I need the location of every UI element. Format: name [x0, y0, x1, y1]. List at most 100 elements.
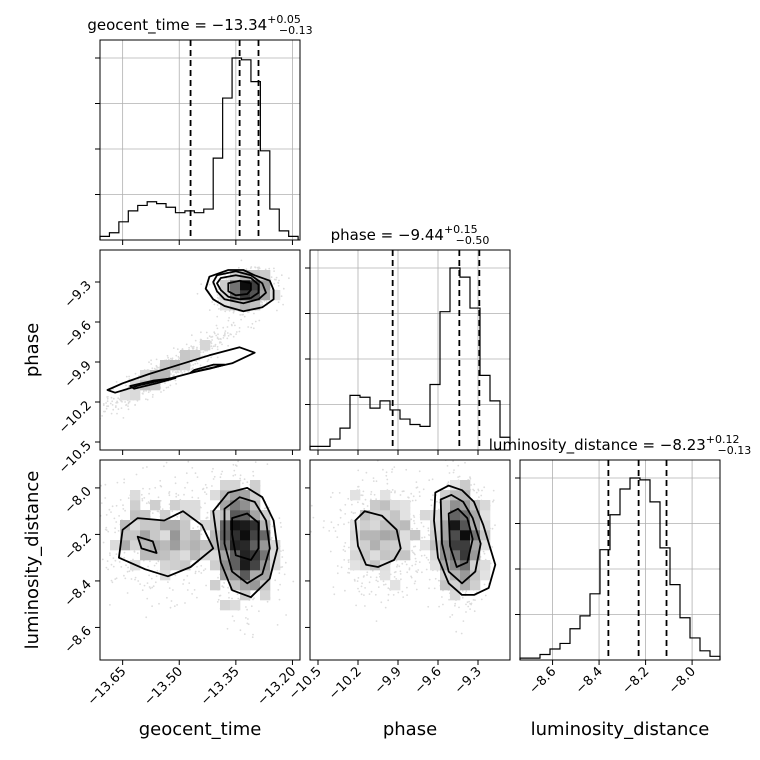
density-cell-2-7-10 [380, 550, 391, 561]
density-cell-2-16-12 [470, 530, 481, 541]
left-tick-label-phase-3: −9.6 [62, 318, 95, 351]
left-tick-label-luminosity_distance-2: −8.2 [62, 531, 95, 564]
density-cell-2-7-11 [380, 540, 391, 551]
density-cell-0-10-10 [200, 340, 211, 351]
density-cell-2-6-11 [370, 540, 381, 551]
density-cell-2-4-16 [350, 490, 361, 501]
density-cell-2-7-8 [380, 570, 391, 581]
hist-panel-phase: phase = −9.44+0.15 −0.50 [305, 223, 511, 455]
density-cell-2-6-10 [370, 550, 381, 561]
density-cell-1-3-11 [130, 540, 141, 551]
contour-2-0 [354, 510, 402, 568]
contour-1-0 [118, 510, 215, 578]
density-cell-0-2-5 [120, 390, 131, 401]
left-tick-label-phase-0: −10.5 [56, 438, 95, 477]
density-cell-1-1-11 [110, 540, 121, 551]
density-cell-1-14-10 [240, 550, 251, 561]
density-cell-2-8-15 [390, 500, 401, 511]
density-cell-0-12-16 [220, 280, 231, 291]
x-axis-label-phase: phase [383, 719, 437, 740]
density-cell-1-6-13 [160, 520, 171, 531]
density-cell-1-5-15 [150, 500, 161, 511]
density-cell-0-6-8 [160, 360, 171, 371]
density-cell-0-16-15 [260, 290, 271, 301]
density-cell-1-11-16 [210, 490, 221, 501]
density-cell-1-5-10 [150, 550, 161, 561]
left-tick-label-phase-1: −10.2 [56, 398, 95, 437]
density-cell-2-6-14 [370, 510, 381, 521]
hist-panel-luminosity_distance: luminosity_distance = −8.23+0.12 −0.13 [489, 433, 751, 665]
density-cell-2-15-12 [460, 530, 471, 541]
density-cell-1-3-12 [130, 530, 141, 541]
density-cell-2-13-7 [440, 580, 451, 591]
density-cell-2-6-15 [370, 500, 381, 511]
density-cell-1-14-14 [240, 510, 251, 521]
density-cell-1-11-9 [210, 560, 221, 571]
bottom-tick-label-luminosity_distance-0: −8.6 [526, 664, 559, 697]
left-tick-label-luminosity_distance-1: −8.4 [62, 577, 95, 610]
hist-title-minus-phase: −0.50 [456, 234, 490, 247]
density-cell-0-15-14 [250, 300, 261, 311]
density-cell-1-15-14 [250, 510, 261, 521]
density-cell-1-16-7 [260, 580, 271, 591]
density-cell-2-8-14 [390, 510, 401, 521]
density-cell-2-5-9 [360, 560, 371, 571]
density-cell-1-16-14 [260, 510, 271, 521]
density-cell-2-10-12 [410, 530, 421, 541]
density-cell-1-13-9 [230, 560, 241, 571]
density-cell-2-9-14 [400, 510, 411, 521]
density-cell-0-5-7 [150, 370, 161, 381]
density-cell-1-16-13 [260, 520, 271, 531]
density-cell-1-14-8 [240, 570, 251, 581]
density-cell-2-5-10 [360, 550, 371, 561]
density-cell-2-17-8 [480, 570, 491, 581]
density-cell-2-4-10 [350, 550, 361, 561]
density-cell-2-17-9 [480, 560, 491, 571]
density-cell-1-11-12 [210, 530, 221, 541]
hist-title-geocent_time: geocent_time = −13.34+0.05 −0.13 [87, 13, 312, 37]
density-cell-2-6-13 [370, 520, 381, 531]
density-cell-1-7-15 [170, 500, 181, 511]
bottom-tick-label-luminosity_distance-3: −8.0 [666, 664, 699, 697]
density-cell-1-15-9 [250, 560, 261, 571]
density-cell-2-14-17 [450, 480, 461, 491]
density-cell-1-12-17 [220, 480, 231, 491]
bottom-tick-label-phase-2: −9.9 [372, 664, 405, 697]
density-cell-2-17-14 [480, 510, 491, 521]
density-cell-0-17-15 [270, 290, 281, 301]
density-cell-2-4-12 [350, 530, 361, 541]
density-cell-1-9-12 [190, 530, 201, 541]
pair-frame-1 [99, 459, 301, 661]
density-cell-1-15-16 [250, 490, 261, 501]
density-cell-1-7-10 [170, 550, 181, 561]
hist-frame-phase [309, 249, 511, 451]
density-cell-0-12-14 [220, 300, 231, 311]
density-cell-1-12-15 [220, 500, 231, 511]
density-cell-0-16-17 [260, 270, 271, 281]
density-cell-0-6-7 [160, 370, 171, 381]
density-cell-2-13-12 [440, 530, 451, 541]
density-cell-1-4-13 [140, 520, 151, 531]
hist-title-prefix-geocent_time: geocent_time = −13.34 [87, 16, 267, 35]
contour-0-1 [216, 274, 260, 301]
contour-0-2 [227, 279, 252, 297]
density-cell-1-17-9 [270, 560, 281, 571]
density-cell-2-11-11 [420, 540, 431, 551]
density-cell-2-9-12 [400, 530, 411, 541]
density-cell-1-13-14 [230, 510, 241, 521]
density-cell-1-6-12 [160, 530, 171, 541]
density-cell-2-15-11 [460, 540, 471, 551]
density-cell-2-16-10 [470, 550, 481, 561]
density-cell-2-5-11 [360, 540, 371, 551]
density-cell-1-14-12 [240, 530, 251, 541]
density-cell-1-14-9 [240, 560, 251, 571]
density-cell-1-16-12 [260, 530, 271, 541]
density-cell-2-14-9 [450, 560, 461, 571]
density-cell-1-9-15 [190, 500, 201, 511]
density-cell-2-14-8 [450, 570, 461, 581]
density-cell-1-11-10 [210, 550, 221, 561]
hist-frame-geocent_time [99, 39, 301, 241]
density-cell-2-7-14 [380, 510, 391, 521]
density-cell-1-6-10 [160, 550, 171, 561]
